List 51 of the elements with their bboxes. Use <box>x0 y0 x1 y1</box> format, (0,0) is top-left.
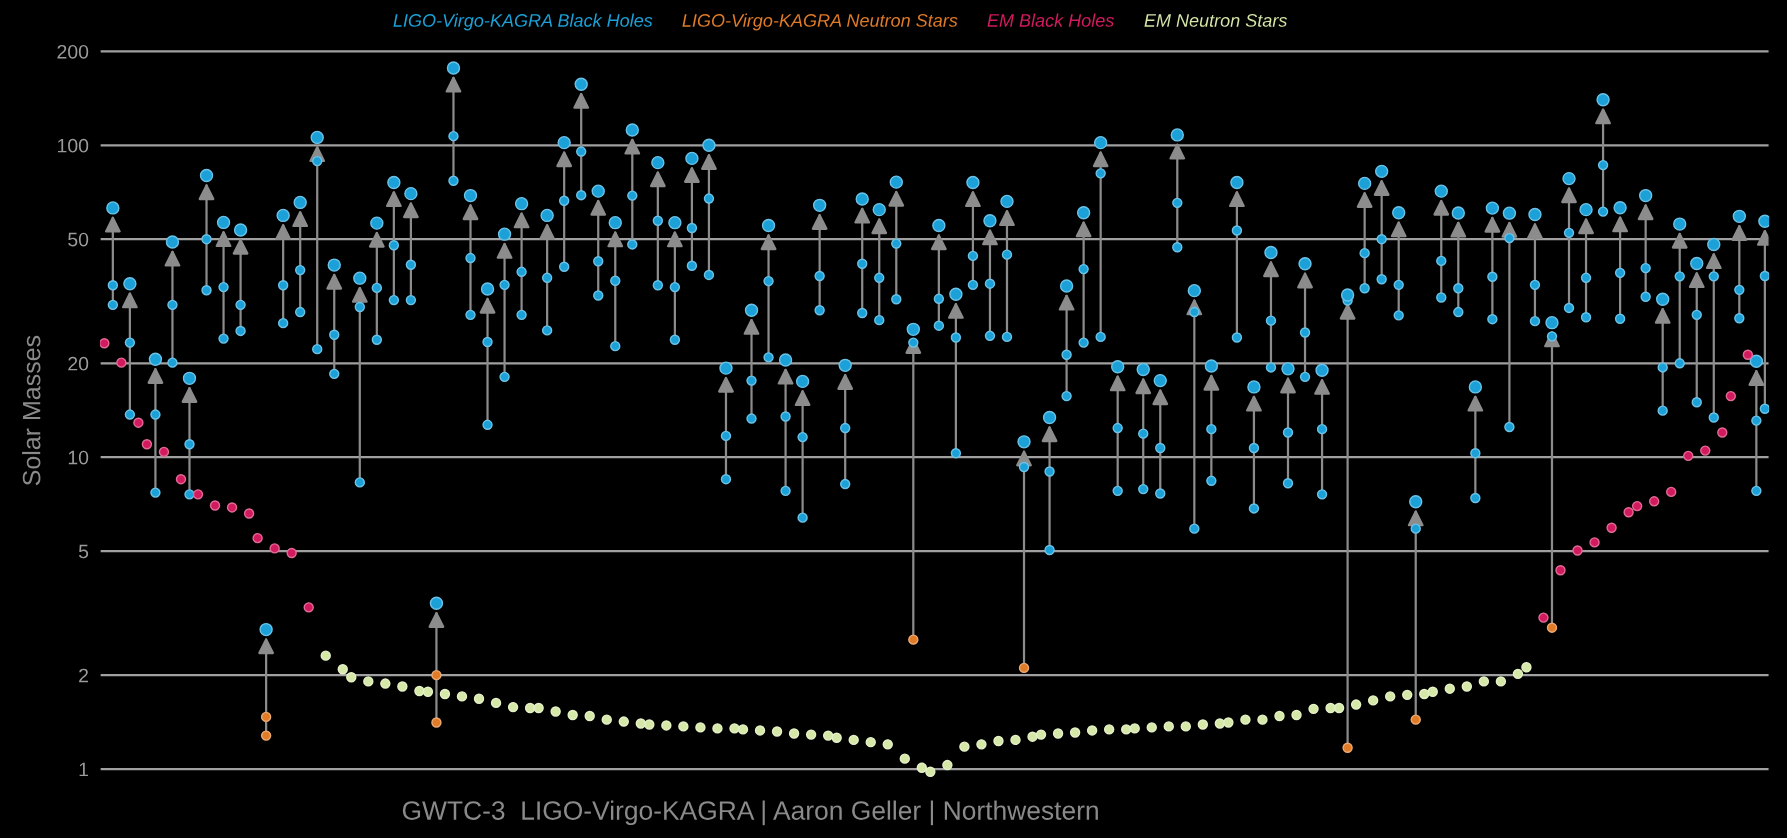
point <box>100 338 110 349</box>
point <box>303 602 314 613</box>
y-tick-label: 2 <box>79 668 88 683</box>
text: EM Black Holes <box>987 13 1114 27</box>
point <box>1666 486 1677 498</box>
point <box>1538 612 1549 623</box>
point <box>1717 427 1728 438</box>
point <box>192 489 204 500</box>
point <box>158 446 170 458</box>
point <box>252 532 263 544</box>
point <box>908 634 919 645</box>
text: EM Neutron Stars <box>1144 14 1288 27</box>
point <box>209 500 221 511</box>
y-axis-title: Solar Masses <box>22 335 41 486</box>
point <box>243 508 255 519</box>
point <box>1683 450 1694 462</box>
point <box>141 439 153 450</box>
y-tick-label: 10 <box>68 450 89 465</box>
y-tick-label: 5 <box>78 544 89 559</box>
point <box>1555 565 1566 576</box>
point <box>260 711 272 723</box>
point <box>1410 714 1421 725</box>
point <box>431 669 442 681</box>
point <box>269 543 280 554</box>
point <box>286 547 297 559</box>
point <box>1606 522 1617 533</box>
point <box>1742 349 1754 360</box>
y-tick-label: 100 <box>58 138 89 153</box>
point <box>1631 500 1643 512</box>
point <box>1589 537 1600 548</box>
point <box>260 730 272 741</box>
point <box>431 717 442 728</box>
y-tick-label: 20 <box>68 356 89 371</box>
point <box>1018 662 1030 674</box>
point <box>1725 390 1737 402</box>
point <box>1623 507 1634 518</box>
point <box>116 357 127 368</box>
text: LIGO-Virgo-KAGRA Neutron Stars <box>682 13 958 31</box>
point <box>1700 445 1711 456</box>
text: GWTC-3 LIGO-Virgo-KAGRA | Aaron Geller | Northwestern <box>402 800 1098 826</box>
point <box>1546 622 1558 633</box>
point <box>1572 545 1583 556</box>
point <box>1342 742 1353 753</box>
y-tick-label: 200 <box>57 44 89 59</box>
point <box>226 502 238 513</box>
point <box>1648 496 1660 507</box>
point <box>133 417 144 428</box>
y-tick-label: 50 <box>68 232 89 247</box>
y-tick-label: 1 <box>79 762 89 777</box>
point <box>175 474 187 485</box>
text: LIGO-Virgo-KAGRA Black Holes <box>393 13 653 31</box>
